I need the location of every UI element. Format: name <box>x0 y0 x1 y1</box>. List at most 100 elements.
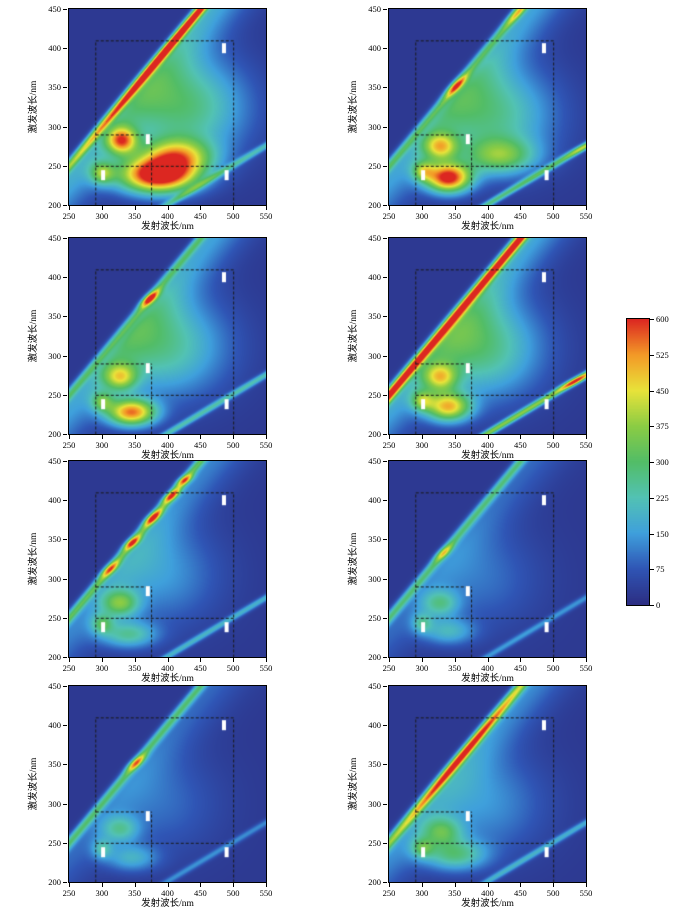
x-tick-mark <box>101 883 103 887</box>
x-tick-mark <box>586 883 587 887</box>
y-tick-mark <box>63 126 67 128</box>
x-tick-label: 400 <box>161 663 174 673</box>
y-tick-mark <box>63 539 67 541</box>
colorbar-tick-label: 375 <box>656 421 669 432</box>
y-tick-mark <box>63 394 67 396</box>
x-tick-label: 350 <box>448 211 462 221</box>
colorbar-tick-label: 600 <box>656 314 669 324</box>
eem-subplot: 200 250 300 350 400 450 250 300 350 400 450 500 550… <box>349 233 592 461</box>
x-tick-mark <box>389 883 390 887</box>
y-tick-label: 300 <box>368 573 381 584</box>
x-tick-mark <box>69 883 70 887</box>
x-tick-mark <box>487 435 489 439</box>
y-axis-title: 激发波长/nm <box>29 309 39 363</box>
x-tick-mark <box>233 658 235 662</box>
y-tick-label: 400 <box>48 495 61 506</box>
y-tick-label: 450 <box>368 4 381 14</box>
eem-heatmap-canvas <box>68 685 267 883</box>
y-tick-label: 200 <box>48 429 61 439</box>
x-tick-label: 250 <box>382 888 396 898</box>
y-tick-label: 250 <box>368 612 381 623</box>
x-tick-mark <box>553 206 555 210</box>
y-tick-label: 400 <box>368 43 381 54</box>
y-tick-mark <box>63 165 67 167</box>
y-tick-mark <box>383 617 387 619</box>
x-tick-label: 400 <box>161 440 174 450</box>
colorbar-tick-label: 300 <box>656 457 669 467</box>
colorbar: 0 75 150 225 300 375 450 525 600 <box>626 314 669 610</box>
eem-heatmap-canvas <box>388 685 587 883</box>
x-tick-label: 250 <box>62 440 76 450</box>
x-tick-label: 300 <box>95 663 109 673</box>
x-tick-label: 550 <box>579 211 593 221</box>
x-tick-label: 500 <box>546 440 560 450</box>
y-tick-mark <box>383 539 387 541</box>
colorbar-tick-label: 150 <box>656 528 669 539</box>
x-tick-mark <box>200 206 202 210</box>
y-axis-title: 激发波长/nm <box>349 532 359 586</box>
y-tick-mark <box>63 842 67 844</box>
y-tick-label: 300 <box>368 121 381 132</box>
x-axis-title: 发射波长/nm <box>141 899 194 909</box>
y-tick-mark <box>383 316 387 318</box>
y-tick-mark <box>383 803 387 805</box>
x-tick-label: 500 <box>226 440 240 450</box>
x-tick-mark <box>454 435 456 439</box>
y-tick-mark <box>63 686 67 687</box>
x-axis-title: 发射波长/nm <box>461 674 514 684</box>
y-tick-label: 300 <box>368 350 381 361</box>
y-tick-label: 350 <box>368 534 381 545</box>
y-tick-label: 350 <box>48 311 61 322</box>
y-tick-mark <box>63 355 67 357</box>
x-tick-label: 500 <box>546 663 560 673</box>
y-tick-mark <box>63 316 67 318</box>
x-tick-label: 300 <box>415 663 429 673</box>
y-tick-mark <box>383 686 387 687</box>
eem-heatmap-canvas <box>68 237 267 435</box>
y-tick-mark <box>383 500 387 502</box>
x-tick-mark <box>586 435 587 439</box>
x-tick-label: 450 <box>513 211 527 221</box>
x-tick-mark <box>134 435 136 439</box>
y-tick-label: 300 <box>48 121 61 132</box>
colorbar-tick-mark <box>650 605 654 606</box>
x-tick-label: 350 <box>448 440 462 450</box>
y-tick-label: 450 <box>48 456 61 466</box>
y-tick-label: 200 <box>48 652 61 662</box>
x-tick-mark <box>266 206 267 210</box>
x-tick-mark <box>553 883 555 887</box>
x-tick-mark <box>69 658 70 662</box>
y-tick-mark <box>63 87 67 89</box>
y-tick-label: 200 <box>368 200 381 210</box>
x-tick-label: 550 <box>579 888 593 898</box>
y-tick-label: 400 <box>368 272 381 283</box>
x-tick-mark <box>266 435 267 439</box>
x-tick-mark <box>167 883 169 887</box>
x-tick-label: 450 <box>193 663 207 673</box>
x-tick-mark <box>520 435 522 439</box>
colorbar-tick-mark <box>650 569 654 571</box>
y-tick-label: 400 <box>48 720 61 731</box>
x-tick-label: 250 <box>382 211 396 221</box>
x-tick-mark <box>266 658 267 662</box>
y-tick-label: 400 <box>48 43 61 54</box>
x-tick-label: 300 <box>95 440 109 450</box>
y-tick-mark <box>63 205 67 206</box>
x-tick-mark <box>134 883 136 887</box>
colorbar-tick-label: 225 <box>656 492 669 503</box>
y-tick-label: 200 <box>368 877 381 887</box>
x-tick-label: 300 <box>95 888 109 898</box>
y-tick-label: 250 <box>368 837 381 848</box>
y-tick-mark <box>383 578 387 580</box>
x-tick-mark <box>487 206 489 210</box>
y-axis-title: 激发波长/nm <box>29 80 39 134</box>
x-tick-mark <box>454 206 456 210</box>
x-tick-mark <box>553 658 555 662</box>
x-tick-label: 400 <box>481 888 494 898</box>
x-tick-label: 550 <box>259 663 273 673</box>
x-tick-mark <box>101 206 103 210</box>
x-tick-label: 450 <box>513 663 527 673</box>
colorbar-gradient <box>626 318 650 606</box>
y-tick-mark <box>63 725 67 727</box>
x-tick-label: 250 <box>382 663 396 673</box>
